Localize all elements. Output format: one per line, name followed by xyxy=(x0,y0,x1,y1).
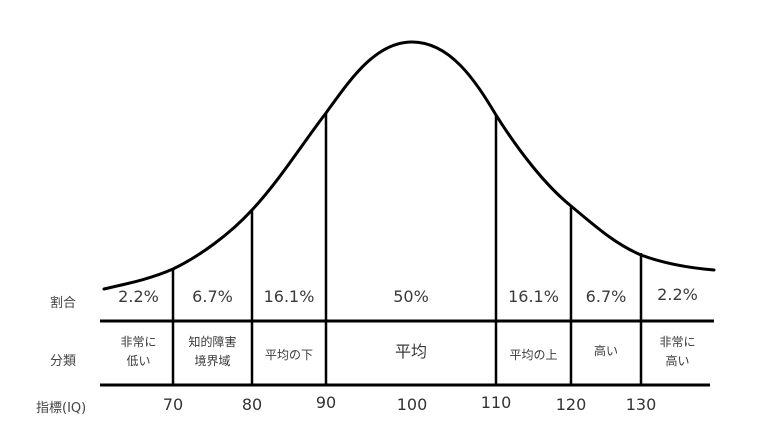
pct-above-average: 16.1% xyxy=(508,287,559,306)
category-very-high: 非常に 高い xyxy=(641,333,714,371)
tick-70: 70 xyxy=(162,395,184,414)
category-above-average: 平均の上 xyxy=(509,348,558,362)
category-average: 平均 xyxy=(394,342,427,361)
category-very-high-line2: 高い xyxy=(665,354,690,368)
category-below-average: 平均の下 xyxy=(264,348,313,362)
category-very-low: 非常に 低い xyxy=(104,333,173,371)
pct-very-high: 2.2% xyxy=(657,285,698,304)
pct-below-average: 16.1% xyxy=(263,287,315,306)
row-header-category: 分類 xyxy=(50,354,77,369)
pct-borderline: 6.7% xyxy=(192,287,233,306)
normal-distribution-curve xyxy=(102,40,716,291)
row-header-ratio: 割合 xyxy=(50,296,77,311)
pct-very-low: 2.2% xyxy=(118,287,159,306)
pct-average: 50% xyxy=(393,287,429,306)
tick-90: 90 xyxy=(315,393,337,412)
category-very-high-line1: 非常に xyxy=(659,335,696,349)
tick-120: 120 xyxy=(555,395,587,414)
category-borderline: 知的障害 境界域 xyxy=(173,333,252,371)
tick-130: 130 xyxy=(625,395,657,414)
category-very-low-line2: 低い xyxy=(126,354,151,368)
category-borderline-line2: 境界域 xyxy=(194,354,231,368)
category-borderline-line1: 知的障害 xyxy=(188,335,237,349)
row-header-index: 指標(IQ) xyxy=(36,401,87,416)
category-high: 高い xyxy=(593,344,618,358)
category-very-low-line1: 非常に xyxy=(120,335,157,349)
tick-100: 100 xyxy=(396,395,428,414)
pct-high: 6.7% xyxy=(585,287,627,306)
tick-80: 80 xyxy=(241,395,263,414)
tick-110: 110 xyxy=(480,393,512,412)
